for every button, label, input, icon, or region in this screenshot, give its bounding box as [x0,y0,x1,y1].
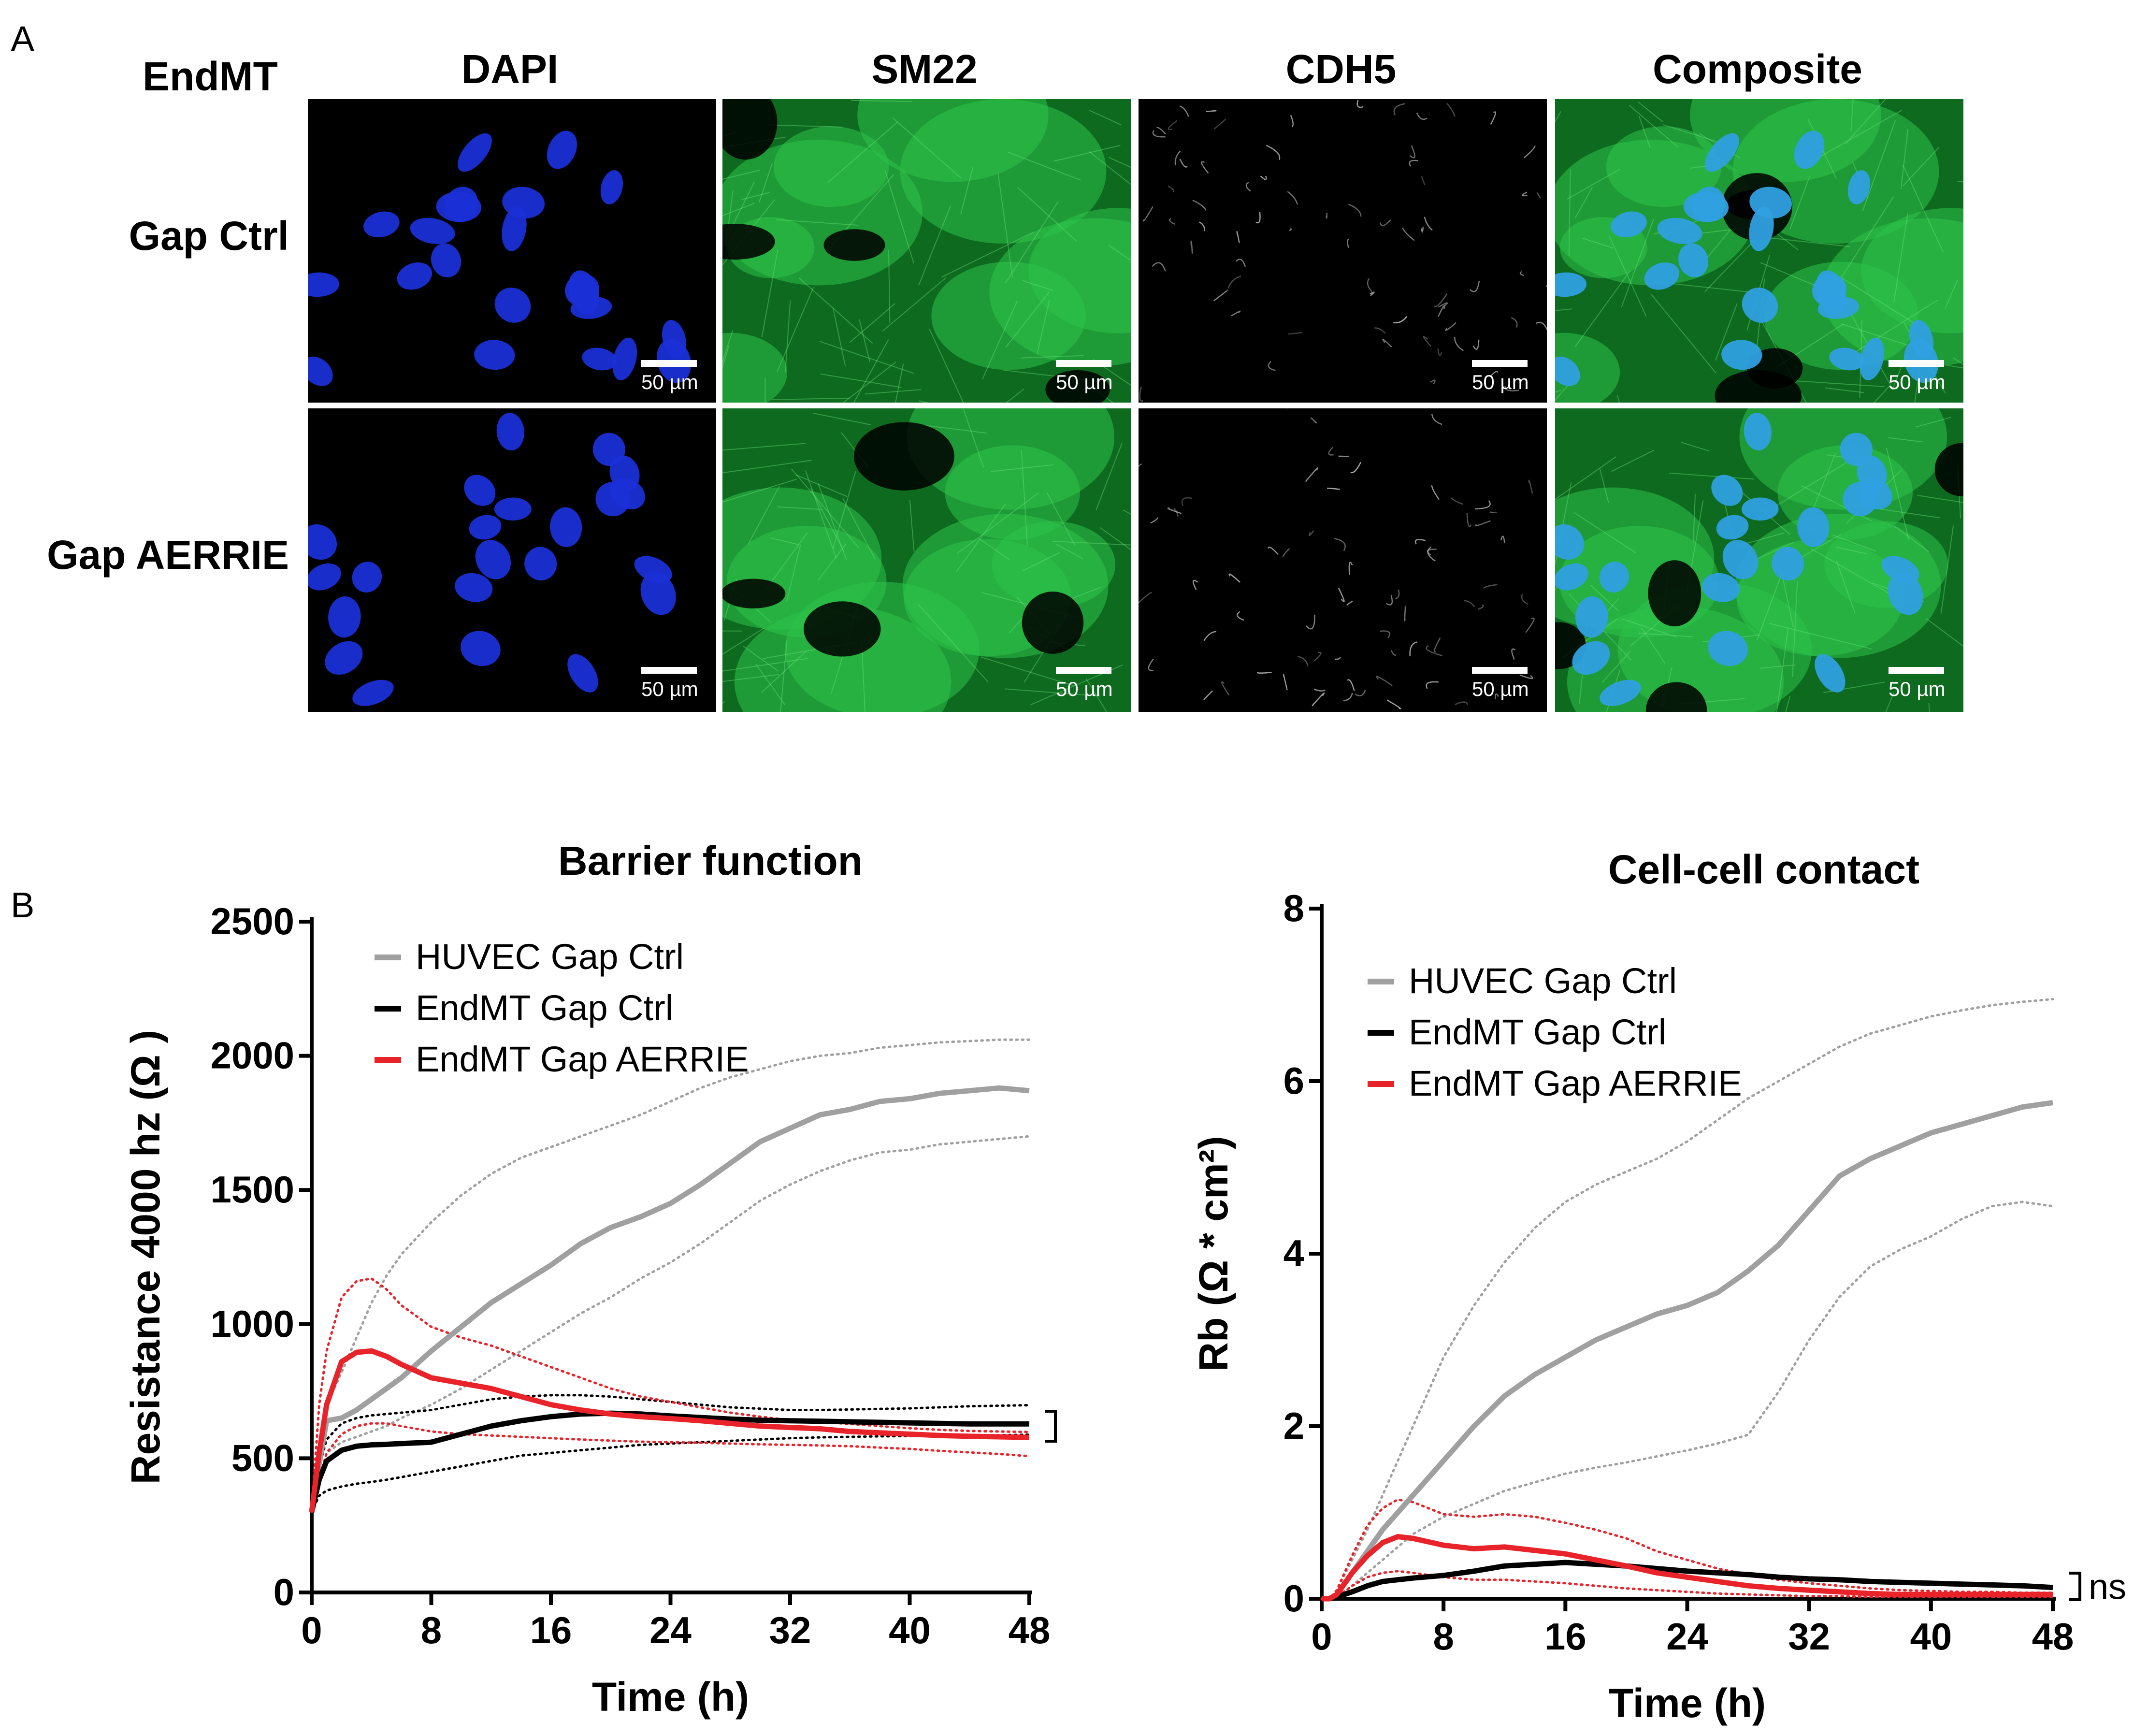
scale-bar-label: 50 µm [1889,371,1946,393]
x-tick-label: 24 [649,1609,692,1651]
series-line-endmt-gap-aerrie [309,1348,1030,1513]
x-tick-label: 48 [2032,1615,2074,1658]
ns-bracket [1045,1410,1057,1443]
y-tick-label: 6 [1283,1059,1304,1102]
series-line-endmt-gap-aerrie [1322,1534,2053,1602]
legend-label-endmt-gap-aerrie: EndMT Gap AERRIE [1409,1063,1742,1103]
y-tick-label: 8 [1283,887,1304,929]
legend-label-endmt-gap-ctrl: EndMT Gap Ctrl [416,988,673,1028]
scale-bar [1472,360,1528,367]
x-tick-label: 48 [1009,1609,1051,1651]
scale-bar [641,360,697,367]
series-band-lower-huvec-gap-ctrl [1320,1201,2054,1600]
x-tick-label: 0 [1311,1615,1332,1658]
series-band-lower-endmt-gap-aerrie [310,1422,1031,1513]
x-axis-label: Time (h) [1609,1680,1766,1726]
series-band-upper-huvec-gap-ctrl [310,1038,1031,1513]
x-tick-label: 0 [301,1609,322,1651]
scale-bar-label: 50 µm [1056,371,1113,393]
scale-bar-label: 50 µm [1472,678,1529,700]
y-tick-label: 500 [231,1436,294,1479]
x-tick-label: 16 [530,1609,572,1651]
ns-bracket [2069,1572,2081,1601]
panel-a-letter: A [11,19,35,59]
x-tick-label: 8 [1433,1615,1454,1658]
series-band-upper-endmt-gap-aerrie [310,1277,1031,1513]
x-tick-label: 8 [421,1609,442,1651]
y-tick-label: 4 [1283,1232,1304,1274]
micrograph-dapi-row1: 50 µm [308,99,716,403]
micrograph-sm22-row1: 50 µm [722,99,1131,403]
series-line-huvec-gap-ctrl [309,1085,1030,1513]
micrograph-cdh5-row2: 50 µm [1139,408,1547,712]
micrograph-dapi-row2: 50 µm [308,408,716,712]
y-tick-label: 2 [1283,1404,1304,1447]
micrograph-sm22-row2: 50 µm [722,408,1131,712]
legend-label-huvec-gap-ctrl: HUVEC Gap Ctrl [1409,961,1677,1001]
legend-label-endmt-gap-ctrl: EndMT Gap Ctrl [1409,1012,1666,1052]
micrograph-composite-row2: 50 µm [1555,408,1963,712]
column-header-composite: Composite [1652,46,1863,92]
row-label-gap-aerrie: Gap AERRIE [47,532,289,578]
x-tick-label: 32 [1788,1615,1830,1658]
panel-b-letter: B [11,885,35,925]
series-band-lower-huvec-gap-ctrl [310,1135,1031,1513]
series-band-upper-endmt-gap-aerrie [1320,1498,2054,1600]
y-axis-label: Rb (Ω * cm²) [1191,1136,1236,1371]
x-tick-label: 32 [769,1609,811,1651]
scale-bar-label: 50 µm [1889,678,1946,700]
scale-bar [1056,360,1111,367]
ns-annotation: ns [2089,1567,2126,1607]
scale-bar [1056,667,1111,674]
x-tick-label: 40 [889,1609,931,1651]
micrograph-cdh5-row1: 50 µm [1139,99,1547,403]
y-axis-label: Resistance 4000 hz (Ω ) [123,1030,168,1484]
scale-bar-label: 50 µm [1056,678,1113,700]
x-axis-label: Time (h) [592,1674,749,1720]
scale-bar [641,667,697,674]
row-label-gap-ctrl: Gap Ctrl [129,213,289,259]
scale-bar-label: 50 µm [641,678,698,700]
column-header-cdh5: CDH5 [1285,46,1397,92]
column-header-sm22: SM22 [871,46,978,92]
y-tick-label: 1500 [210,1168,294,1211]
y-tick-label: 2500 [210,900,294,942]
chart-title: Barrier function [558,838,863,883]
y-tick-label: 0 [274,1571,294,1613]
scale-bar [1472,667,1528,674]
endmt-label: EndMT [143,54,278,99]
scale-bar-label: 50 µm [1472,371,1529,393]
series-band-upper-huvec-gap-ctrl [1320,998,2054,1600]
x-tick-label: 40 [1910,1615,1952,1658]
x-tick-label: 16 [1544,1615,1586,1658]
legend-label-huvec-gap-ctrl: HUVEC Gap Ctrl [416,937,684,977]
scale-bar [1889,360,1944,367]
y-tick-label: 0 [1283,1577,1304,1620]
legend-label-endmt-gap-aerrie: EndMT Gap AERRIE [416,1039,749,1079]
column-header-dapi: DAPI [461,46,559,92]
chart-title: Cell-cell contact [1608,847,1919,892]
y-tick-label: 2000 [210,1034,294,1077]
scale-bar [1889,667,1944,674]
x-tick-label: 24 [1666,1615,1708,1658]
series-band-lower-endmt-gap-ctrl [310,1433,1031,1513]
y-tick-label: 1000 [210,1302,294,1345]
series-band-upper-endmt-gap-ctrl [310,1394,1031,1513]
barrier-function-chart: Barrier function 0 500 1000 1500 2000 2500 0 8 16… [123,838,1057,1720]
micrograph-composite-row1: 50 µm [1555,99,1963,403]
scale-bar-label: 50 µm [641,371,698,393]
series-line-huvec-gap-ctrl [1322,1100,2053,1602]
